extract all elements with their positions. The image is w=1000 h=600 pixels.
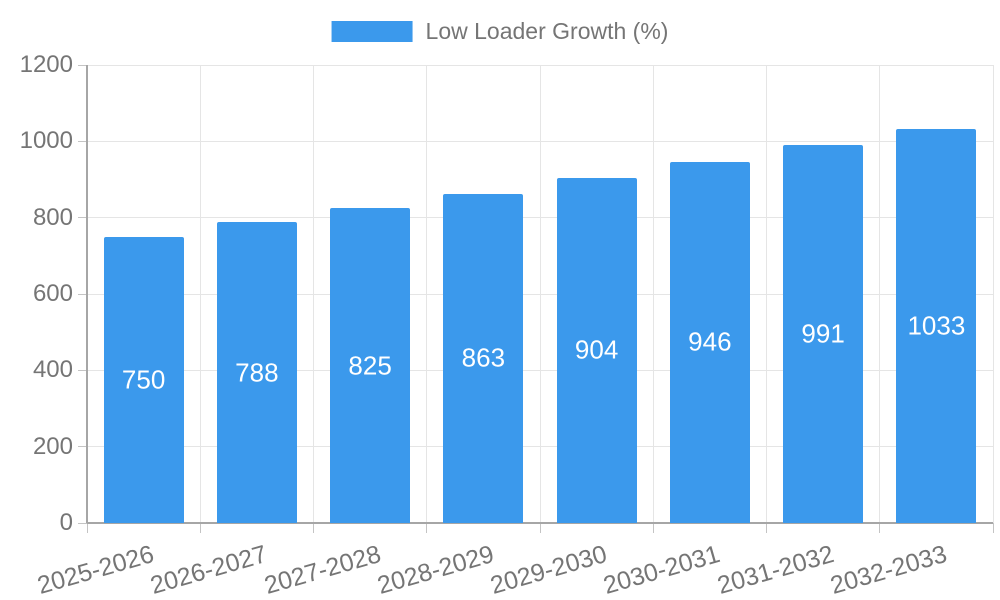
bar[interactable] <box>556 177 637 523</box>
x-tick-label: 2032-2033 <box>827 540 950 600</box>
x-tick-label: 2029-2030 <box>487 540 611 600</box>
x-tick-label: 2028-2029 <box>374 540 497 600</box>
bar-value-label: 788 <box>235 357 279 388</box>
x-axis-tick <box>766 523 767 533</box>
x-axis-tick <box>313 523 314 533</box>
y-axis-tick <box>78 293 87 295</box>
legend-swatch-icon <box>331 21 413 42</box>
y-axis-tick <box>78 446 87 448</box>
y-tick-label: 800 <box>32 203 73 231</box>
y-axis-tick <box>78 64 87 66</box>
x-tick-label: 2025-2026 <box>34 540 158 600</box>
y-tick-label: 200 <box>32 432 73 460</box>
bar-value-label: 825 <box>348 350 392 381</box>
bar[interactable] <box>330 208 411 523</box>
y-axis-line <box>86 65 88 523</box>
bar-value-label: 750 <box>121 364 166 395</box>
bar-value-label: 1033 <box>907 310 966 341</box>
y-tick-label: 1200 <box>19 51 73 78</box>
x-gridline <box>879 65 881 523</box>
x-axis-tick <box>199 523 201 533</box>
x-tick-label: 2027-2028 <box>260 540 384 600</box>
x-axis-tick <box>879 523 881 533</box>
bar[interactable] <box>669 161 750 523</box>
x-gridline <box>426 65 428 523</box>
bar-value-label: 904 <box>574 334 619 365</box>
bar[interactable] <box>103 236 184 523</box>
bar-value-label: 991 <box>801 318 845 349</box>
y-axis-tick <box>78 140 87 142</box>
x-axis-tick <box>426 523 428 533</box>
bar[interactable] <box>783 144 864 523</box>
y-tick-label: 0 <box>59 509 73 536</box>
y-tick-label: 1000 <box>19 127 73 155</box>
x-gridline <box>652 65 654 523</box>
bar[interactable] <box>443 193 524 523</box>
y-axis-tick <box>78 217 87 219</box>
x-axis-tick <box>652 523 654 533</box>
y-axis-tick <box>78 369 87 371</box>
x-gridline <box>313 65 314 523</box>
x-axis-tick <box>86 523 88 533</box>
x-gridline <box>766 65 767 523</box>
legend[interactable]: Low Loader Growth (%) <box>331 18 669 45</box>
y-axis-tick <box>78 522 87 524</box>
bar-value-label: 863 <box>461 342 506 373</box>
x-tick-label: 2026-2027 <box>147 540 271 600</box>
x-axis-line <box>87 522 993 524</box>
bar[interactable] <box>216 222 297 523</box>
bar-value-label: 946 <box>688 326 732 357</box>
x-gridline <box>199 65 201 523</box>
x-axis-tick <box>539 523 541 533</box>
bar[interactable] <box>896 128 977 523</box>
x-axis-tick <box>992 523 994 533</box>
y-tick-label: 400 <box>32 356 73 384</box>
y-tick-label: 600 <box>32 280 73 307</box>
x-tick-label: 2030-2031 <box>600 540 724 600</box>
x-gridline <box>992 65 994 523</box>
legend-label: Low Loader Growth (%) <box>425 18 669 44</box>
x-gridline <box>539 65 541 523</box>
x-tick-label: 2031-2032 <box>713 540 837 600</box>
